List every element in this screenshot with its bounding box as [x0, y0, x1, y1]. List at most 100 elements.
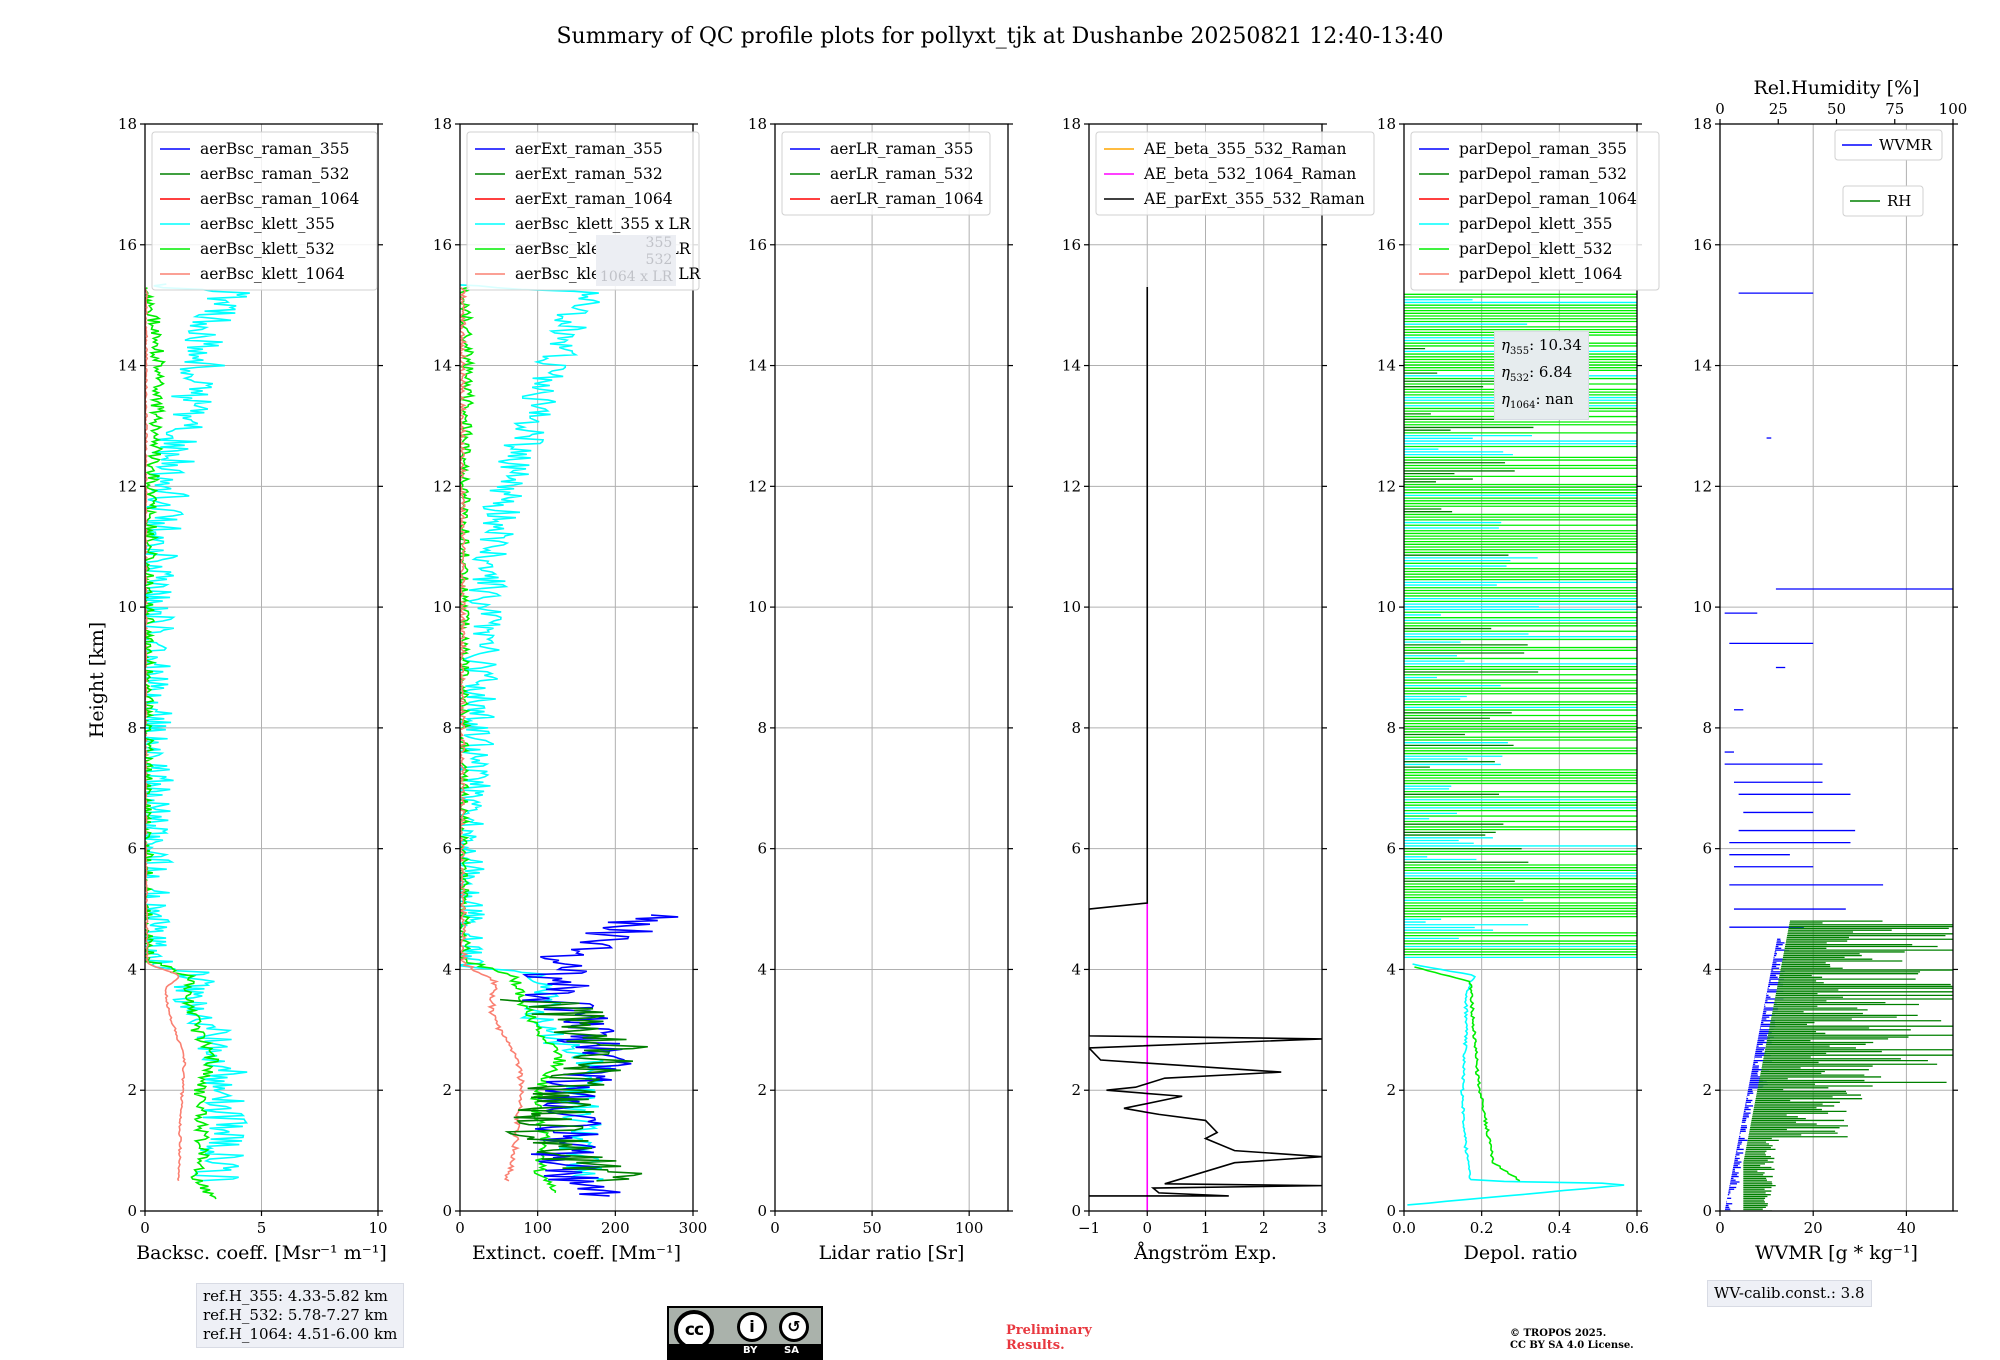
y-tick-label: 10	[1693, 598, 1712, 616]
series-group	[145, 283, 250, 1200]
legend-frame	[1834, 129, 1943, 161]
ref-height-1064: ref.H_1064: 4.51-6.00 km	[203, 1325, 398, 1343]
y-tick-label: 8	[127, 719, 137, 737]
axes-frame	[459, 123, 694, 1212]
series-WVMR	[1724, 292, 1953, 1211]
series-parDepol_klett_532	[1414, 966, 1521, 1182]
y-tick-label: 18	[748, 115, 767, 133]
legend-label: AE_parExt_355_532_Raman	[1143, 190, 1365, 208]
x-tick-label: 0	[1715, 1219, 1725, 1237]
y-tick-label: 0	[442, 1202, 452, 1220]
legend-label: aerLR_raman_532	[830, 165, 973, 183]
panel-1: 0 2 4 6 8 10 12 14 16 18 0 5 10 Backsc. coeff. [Msr⁻¹…	[118, 115, 388, 1264]
wv-calib-box: WV-calib.const.: 3.8	[1707, 1280, 1872, 1307]
x-tick-label: −1	[1078, 1219, 1100, 1237]
depol-spikes	[1404, 293, 1637, 959]
series-RH	[1743, 920, 1953, 1211]
copyright-note: © TROPOS 2025. CC BY SA 4.0 License.	[1510, 1328, 1634, 1351]
y-tick-label: 12	[1693, 477, 1712, 495]
preliminary-note: Preliminary Results.	[1006, 1323, 1092, 1353]
legend-label: aerExt_raman_532	[515, 165, 663, 183]
legend-label: aerBsc_raman_532	[200, 165, 350, 183]
legend-frame	[151, 131, 378, 291]
x-tick-label: 50	[863, 1219, 882, 1237]
y-tick-label: 0	[757, 1202, 767, 1220]
sa-share-icon: ↺	[779, 1312, 809, 1342]
y-tick-label: 6	[1702, 840, 1712, 858]
series-aerExt_raman_355	[522, 914, 679, 1197]
y-tick-label: 14	[748, 357, 767, 375]
y-tick-label: 6	[1071, 840, 1081, 858]
y-tick-label: 0	[1386, 1202, 1396, 1220]
series-group	[1089, 287, 1322, 1211]
y-tick-label: 8	[442, 719, 452, 737]
y-tick-label: 4	[1071, 960, 1081, 978]
y-tick-label: 12	[433, 477, 452, 495]
y-tick-label: 2	[442, 1081, 452, 1099]
by-person-icon: i	[737, 1312, 767, 1342]
x-tick-label: 10	[368, 1219, 387, 1237]
y-tick-label: 16	[1377, 236, 1396, 254]
x-axis-label: Ångström Exp.	[1133, 1242, 1277, 1264]
legend-label: parDepol_raman_532	[1459, 165, 1627, 183]
x-tick-label: 0.6	[1625, 1219, 1649, 1237]
y-tick-label: 10	[433, 598, 452, 616]
y-tick-label: 18	[118, 115, 137, 133]
legend-label: aerExt_raman_1064	[515, 190, 673, 208]
x2-tick-label: 100	[1939, 100, 1968, 118]
y-tick-label: 10	[748, 598, 767, 616]
x-tick-label: 40	[1897, 1219, 1916, 1237]
panel-3: 0 2 4 6 8 10 12 14 16 18 0 50 100 Lidar ratio [Sr] aer…	[748, 115, 1013, 1264]
legend-frame	[1842, 185, 1924, 217]
legend: parDepol_raman_355 parDepol_raman_532 parD…	[1410, 131, 1660, 291]
x-axis-label: Backsc. coeff. [Msr⁻¹ m⁻¹]	[136, 1242, 387, 1264]
x2-tick-label: 75	[1885, 100, 1904, 118]
x-axis-label: Extinct. coeff. [Mm⁻¹]	[472, 1242, 681, 1264]
x-tick-label: 2	[1259, 1219, 1269, 1237]
x-tick-label: 0	[1142, 1219, 1152, 1237]
series-group	[1724, 292, 1953, 1211]
y-tick-label: 14	[1377, 357, 1396, 375]
y-tick-label: 2	[1386, 1081, 1396, 1099]
y-tick-label: 2	[1702, 1081, 1712, 1099]
legend-frame	[1095, 131, 1375, 216]
legend-label: aerBsc_raman_355	[200, 140, 350, 158]
y-tick-label: 0	[1702, 1202, 1712, 1220]
cc-license-logo: cc i ↺ BY SA	[667, 1306, 823, 1360]
y-tick-label: 4	[127, 960, 137, 978]
x2-tick-label: 25	[1769, 100, 1788, 118]
legend: WVMR	[1834, 129, 1943, 161]
x-axis-label: Lidar ratio [Sr]	[819, 1242, 965, 1264]
axes-frame	[1403, 123, 1638, 1212]
y-tick-label: 18	[1693, 115, 1712, 133]
y-tick-label: 18	[1062, 115, 1081, 133]
y-tick-label: 12	[1377, 477, 1396, 495]
legend-label: parDepol_klett_532	[1459, 240, 1612, 258]
panel-2: 0 2 4 6 8 10 12 14 16 18 0 100 200 300 Extinct. coeff.…	[433, 115, 707, 1264]
y-tick-label: 16	[1062, 236, 1081, 254]
panel-5: 0 2 4 6 8 10 12 14 16 18 0.0 0.2 0.4 0.6 Depol. ratio p…	[1377, 115, 1660, 1264]
x-tick-label: 3	[1317, 1219, 1327, 1237]
legend-label: aerBsc_klett_532	[200, 240, 335, 258]
x-tick-label: 1	[1201, 1219, 1211, 1237]
y-tick-label: 4	[757, 960, 767, 978]
legend-label: aerLR_raman_1064	[830, 190, 983, 208]
series-aerBsc_klett_532	[145, 286, 220, 1200]
x-tick-label: 5	[257, 1219, 267, 1237]
series-aerBsc_klett_532 x LR	[460, 286, 566, 1193]
y-axis-label: Height [km]	[86, 622, 108, 738]
y-tick-label: 6	[127, 840, 137, 858]
y-tick-label: 12	[118, 477, 137, 495]
x-axis-label: Depol. ratio	[1464, 1242, 1578, 1264]
y-tick-label: 0	[1071, 1202, 1081, 1220]
legend: AE_beta_355_532_Raman AE_beta_532_1064_Ra…	[1095, 131, 1375, 216]
y-tick-label: 2	[1071, 1081, 1081, 1099]
legend: aerBsc_raman_355 aerBsc_raman_532 aerBsc_r…	[151, 131, 378, 291]
y-tick-label: 10	[1062, 598, 1081, 616]
legend-label: aerBsc_klett_1064	[200, 265, 345, 283]
legend-frame	[781, 131, 991, 216]
y-tick-label: 2	[757, 1081, 767, 1099]
legend-label: aerBsc_klett_355	[200, 215, 335, 233]
